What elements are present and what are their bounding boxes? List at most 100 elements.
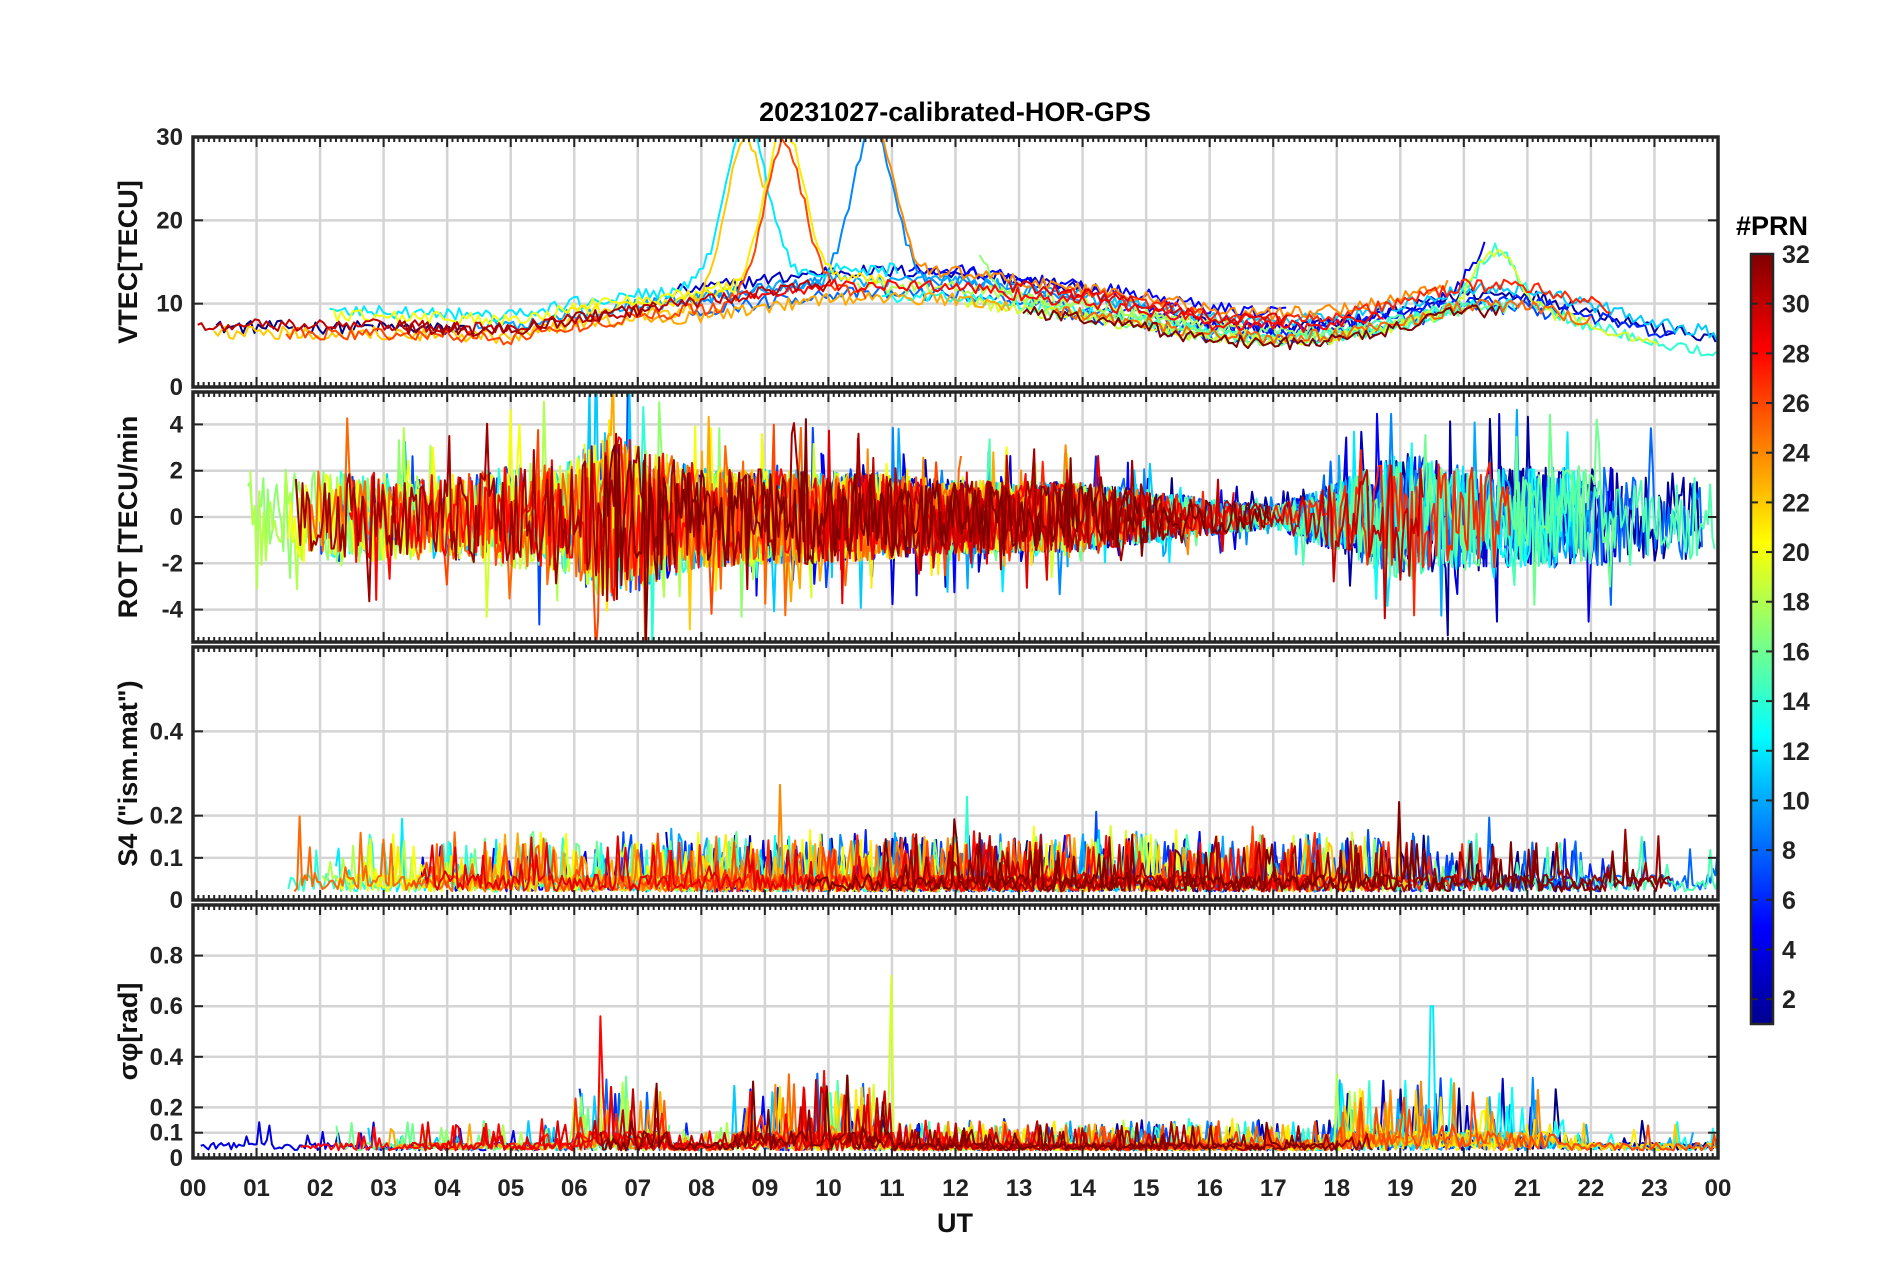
series-prn-23 <box>646 292 1011 325</box>
x-tick-label: 09 <box>752 1175 779 1202</box>
series-prn-29 <box>1008 280 1289 326</box>
panel-rot: -4 -2 0 2 4 ROT [TECU/min <box>113 390 1720 644</box>
grid <box>191 135 1720 389</box>
x-tick-label: 04 <box>434 1175 461 1202</box>
x-tick-label: 06 <box>561 1175 588 1202</box>
y-axis-label: ROT [TECU/min <box>113 416 143 619</box>
chart-title: 20231027-calibrated-HOR-GPS <box>759 97 1151 127</box>
series-prn-27 <box>1061 278 1611 326</box>
x-tick-labels: 00 01 02 03 04 05 06 07 08 09 10 11 12 13 14 15 16 17 18 19… <box>180 1175 1732 1202</box>
x-tick-label: 16 <box>1196 1175 1223 1202</box>
x-tick-label: 12 <box>942 1175 969 1202</box>
colorbar-tick-label: 26 <box>1782 390 1810 418</box>
y-tick-label: 2 <box>170 458 183 485</box>
y-axis-label: VTEC[TECU] <box>113 180 143 344</box>
x-tick-label: 19 <box>1387 1175 1414 1202</box>
series-group <box>287 783 1718 893</box>
y-ticks: -4 -2 0 2 4 <box>162 411 1718 624</box>
x-ticks <box>192 647 1719 900</box>
series-prn-26 <box>285 137 867 346</box>
colorbar-tick-label: 24 <box>1782 440 1810 468</box>
x-tick-label: 18 <box>1323 1175 1350 1202</box>
panel-sigma_phi: 00.10.2 0.4 0.6 0.8 σφ[rad] <box>113 903 1720 1172</box>
x-tick-label: 17 <box>1260 1175 1287 1202</box>
series-prn-17 <box>978 254 1347 339</box>
y-tick-label: 4 <box>170 411 184 438</box>
y-tick-label: 0.1 <box>150 1120 183 1147</box>
y-axis-label: S4 ("ism.mat") <box>113 680 143 866</box>
series-prn-28 <box>738 278 1384 333</box>
panel-vtec: 0 10 20 30 VTEC[TECU] <box>113 124 1720 401</box>
panel-s4: 0 0.1 0.2 0.4 S4 ("ism.mat") <box>113 645 1720 914</box>
colorbar-tick-label: 14 <box>1782 688 1810 716</box>
colorbar-tick-label: 12 <box>1782 738 1810 766</box>
colorbar-tick-label: 10 <box>1782 787 1810 815</box>
x-tick-label: 10 <box>815 1175 842 1202</box>
y-tick-label: 0.1 <box>150 845 183 872</box>
series-prn-31 <box>396 301 657 337</box>
x-tick-label: 22 <box>1578 1175 1605 1202</box>
y-tick-label: 10 <box>156 291 183 318</box>
y-tick-label: 0 <box>170 374 183 401</box>
x-tick-label: 01 <box>243 1175 270 1202</box>
series-group <box>197 137 1718 357</box>
series-prn-32 <box>805 801 1672 893</box>
series-prn-32 <box>1022 304 1501 351</box>
y-ticks: 0 10 20 30 <box>156 124 1718 401</box>
x-ticks <box>192 392 1719 642</box>
colorbar-gradient <box>1749 252 1775 1026</box>
colorbar-tick-label: 4 <box>1782 936 1796 964</box>
colorbar-tick-label: 30 <box>1782 291 1810 319</box>
x-ticks <box>192 905 1719 1158</box>
y-tick-label: 0.2 <box>150 1094 183 1121</box>
series-prn-20 <box>332 279 742 328</box>
y-tick-label: 0 <box>170 1145 183 1172</box>
x-tick-label: 11 <box>879 1175 904 1202</box>
x-tick-label: 00 <box>1705 1175 1732 1202</box>
x-tick-label: 13 <box>1006 1175 1033 1202</box>
series-prn-10 <box>474 272 1147 332</box>
colorbar-tick-label: 20 <box>1782 539 1810 567</box>
colorbar-tick-label: 2 <box>1782 986 1796 1014</box>
x-tick-label: 15 <box>1133 1175 1160 1202</box>
series-prn-9 <box>646 137 1082 311</box>
series-prn-21 <box>561 137 888 321</box>
y-ticks: 0 0.1 0.2 0.4 <box>150 718 1718 914</box>
colorbar-tick-label: 6 <box>1782 887 1796 915</box>
x-axis-label: UT <box>937 1208 973 1238</box>
y-axis-label: σφ[rad] <box>113 983 143 1081</box>
x-tick-label: 00 <box>180 1175 207 1202</box>
y-tick-label: 0.8 <box>150 943 183 970</box>
y-tick-label: 0 <box>170 887 183 914</box>
x-tick-label: 21 <box>1514 1175 1541 1202</box>
x-tick-label: 20 <box>1450 1175 1477 1202</box>
series-group <box>246 392 1716 642</box>
x-ticks <box>192 137 1719 387</box>
y-tick-label: 30 <box>156 124 183 151</box>
x-tick-label: 07 <box>624 1175 651 1202</box>
x-tick-label: 23 <box>1641 1175 1668 1202</box>
series-prn-32 <box>602 418 1270 642</box>
y-tick-label: 20 <box>156 207 183 234</box>
y-tick-label: -2 <box>162 550 183 577</box>
colorbar-tick-label: 28 <box>1782 340 1810 368</box>
colorbar-tick-label: 22 <box>1782 489 1810 517</box>
colorbar-tick-label: 18 <box>1782 589 1810 617</box>
y-tick-label: 0 <box>170 504 183 531</box>
series-group <box>200 974 1718 1152</box>
colorbar-tick-label: 16 <box>1782 638 1810 666</box>
x-tick-label: 08 <box>688 1175 715 1202</box>
series-prn-30 <box>197 278 832 336</box>
x-tick-label: 02 <box>307 1175 334 1202</box>
y-ticks: 00.10.2 0.4 0.6 0.8 <box>150 943 1718 1172</box>
y-tick-label: -4 <box>162 597 184 624</box>
y-tick-label: 0.2 <box>150 803 183 830</box>
x-tick-label: 05 <box>497 1175 524 1202</box>
x-tick-label: 03 <box>370 1175 397 1202</box>
colorbar-tick-label: 8 <box>1782 837 1796 865</box>
x-tick-label: 14 <box>1069 1175 1096 1202</box>
y-tick-label: 0.6 <box>150 993 183 1020</box>
